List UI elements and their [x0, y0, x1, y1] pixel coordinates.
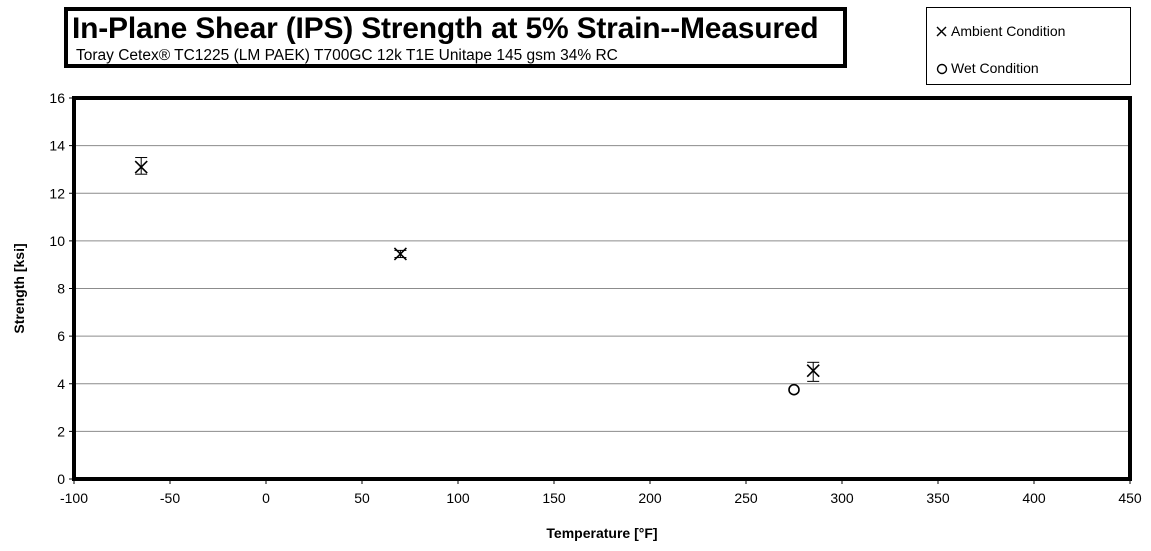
x-tick-label: -100 [60, 490, 88, 506]
x-tick-label: 200 [638, 490, 662, 506]
x-tick-label: 150 [542, 490, 566, 506]
x-tick-label: 250 [734, 490, 758, 506]
x-tick-label: 50 [354, 490, 370, 506]
x-axis-title: Temperature [°F] [546, 525, 657, 541]
circle-marker-icon [936, 63, 948, 75]
x-axis: -100 -50 0 50 100 150 200 250 300 350 400 450 [60, 479, 1142, 506]
wet-data-point [788, 383, 800, 396]
y-tick-label: 2 [57, 423, 65, 439]
x-tick-label: 100 [446, 490, 470, 506]
y-axis: 0 2 4 6 8 10 12 14 16 [49, 90, 74, 487]
x-marker [806, 364, 820, 378]
y-tick-label: 16 [49, 90, 65, 106]
x-tick-label: 300 [830, 490, 854, 506]
legend-item-ambient: Ambient Condition [927, 20, 1130, 44]
title-box: In-Plane Shear (IPS) Strength at 5% Stra… [64, 7, 847, 68]
chart-subtitle: Toray Cetex® TC1225 (LM PAEK) T700GC 12k… [76, 47, 618, 64]
x-marker [393, 247, 407, 261]
y-tick-label: 0 [57, 471, 65, 487]
ambient-data-point [393, 247, 407, 261]
ambient-data-point [134, 157, 148, 175]
legend-label-ambient: Ambient Condition [951, 23, 1066, 39]
legend-label-wet: Wet Condition [951, 60, 1039, 76]
x-tick-label: -50 [160, 490, 180, 506]
y-tick-label: 4 [57, 376, 65, 392]
y-tick-label: 14 [49, 138, 65, 154]
legend-item-wet: Wet Condition [927, 57, 1130, 81]
circle-marker [788, 383, 800, 396]
y-tick-label: 6 [57, 328, 65, 344]
x-marker [134, 160, 148, 174]
y-tick-label: 12 [49, 185, 65, 201]
y-tick-label: 8 [57, 281, 65, 297]
y-axis-title: Strength [ksi] [11, 243, 27, 333]
x-tick-label: 400 [1022, 490, 1046, 506]
chart-title: In-Plane Shear (IPS) Strength at 5% Stra… [72, 12, 819, 45]
x-marker-icon [936, 26, 947, 37]
gridlines [74, 145, 1130, 432]
x-tick-label: 450 [1118, 490, 1142, 506]
x-tick-label: 350 [926, 490, 950, 506]
y-tick-label: 10 [49, 233, 65, 249]
ambient-data-point [806, 361, 820, 382]
x-tick-label: 0 [262, 490, 270, 506]
legend: Ambient Condition Wet Condition [926, 7, 1131, 85]
data-points [134, 157, 820, 396]
